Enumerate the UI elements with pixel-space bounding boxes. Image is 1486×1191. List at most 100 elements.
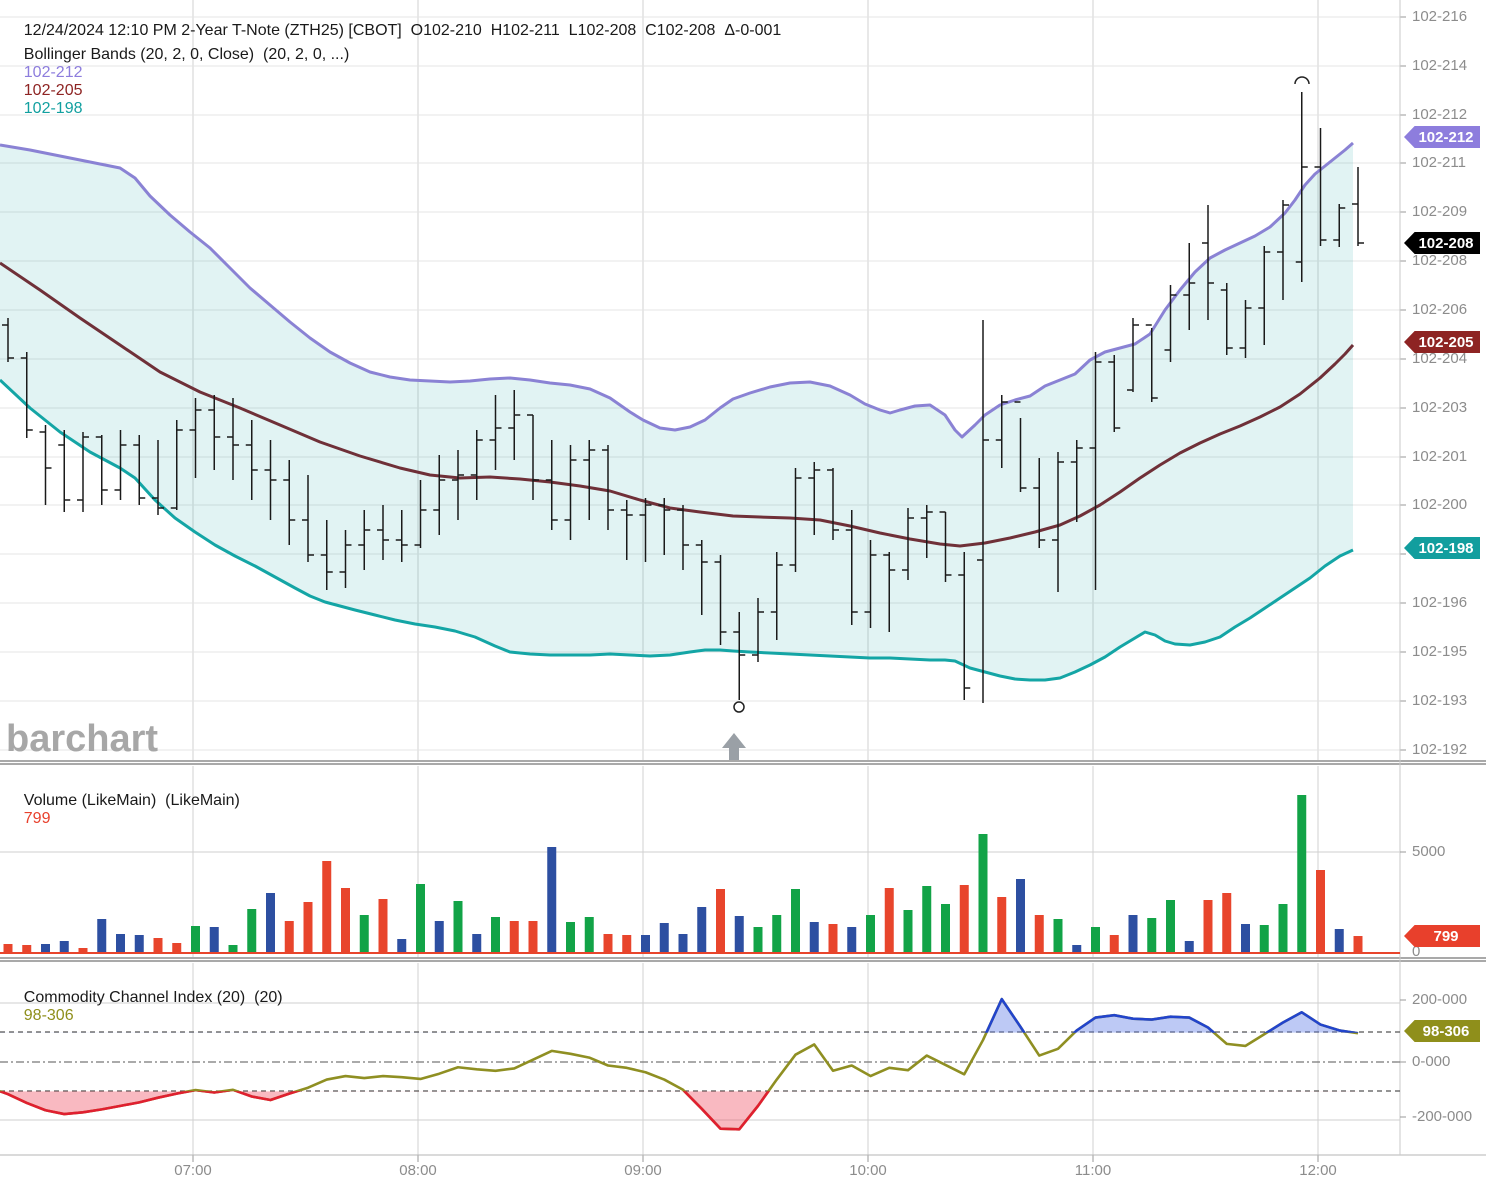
bollinger-header[interactable]: Bollinger Bands (20, 2, 0, Close) (20, 2…	[6, 28, 355, 136]
ohlc-bar	[264, 440, 277, 520]
volume-bar	[378, 899, 388, 952]
bollinger-upper-line	[0, 141, 1354, 439]
cci-header[interactable]: Commodity Channel Index (20) (20) 98-306	[6, 971, 289, 1043]
volume-bar	[753, 927, 763, 952]
ohlc-bar	[1164, 285, 1177, 362]
ohlc-bar	[2, 318, 14, 362]
volume-bar	[1166, 900, 1175, 952]
bollinger-middle-line	[0, 261, 1355, 548]
time-axis-label: 07:00	[174, 1162, 212, 1179]
volume-bar	[397, 939, 407, 952]
time-axis-label: 09:00	[624, 1162, 662, 1179]
volume-bar	[78, 948, 88, 952]
price-axis-label: 102-196	[1412, 594, 1468, 611]
bollinger-upper-value: 102-212	[23, 64, 83, 81]
ohlc-bar	[939, 511, 952, 582]
ohlc-bar	[1183, 243, 1196, 330]
volume-bar	[1053, 919, 1063, 952]
ohlc-bar	[1277, 200, 1289, 300]
volume-bar	[209, 927, 219, 952]
volume-bar	[153, 938, 163, 952]
ohlc-bar	[602, 445, 614, 530]
volume-bar	[922, 886, 932, 952]
volume-bar	[59, 941, 69, 952]
ohlc-bar	[95, 435, 108, 505]
volume-bar	[191, 926, 200, 952]
session-low-circle-marker	[733, 701, 745, 713]
volume-bar	[716, 889, 725, 952]
volume-bar	[1072, 945, 1082, 952]
ohlc-bar	[339, 530, 352, 588]
volume-bar	[809, 922, 819, 952]
volume-bar	[1241, 924, 1250, 952]
bollinger-fill	[0, 143, 1353, 680]
price-axis-label: 102-211	[1412, 154, 1466, 171]
ohlc-bar	[302, 475, 314, 562]
ohlc-bar	[320, 520, 333, 590]
volume-bar	[228, 945, 238, 952]
ohlc-bar	[208, 395, 221, 470]
bollinger-lower-line	[0, 378, 1354, 682]
last-close-badge: 102-208	[1404, 232, 1480, 254]
lower-band-badge: 102-198	[1404, 537, 1480, 559]
up-arrow-marker	[722, 733, 746, 760]
ohlc-bar	[20, 352, 33, 438]
volume-bar	[322, 861, 332, 952]
ohlc-bar	[995, 395, 1008, 468]
ohlc-bar	[414, 480, 427, 548]
ohlc-bar	[283, 460, 296, 545]
volume-bar	[1222, 893, 1232, 952]
price-axis-label: 102-209	[1412, 203, 1468, 220]
ohlc-bar	[752, 598, 764, 662]
upper-band-badge: 102-212	[1404, 126, 1480, 148]
ohlc-bar	[1295, 92, 1308, 282]
ohlc-bar	[658, 498, 671, 555]
volume-bars	[3, 795, 1363, 952]
volume-bar	[1147, 918, 1157, 952]
ohlc-bar	[452, 450, 464, 520]
ohlc-bar	[1314, 128, 1327, 246]
ohlc-bar	[639, 498, 652, 562]
ohlc-bar	[695, 540, 708, 615]
price-axis-label: 102-206	[1412, 301, 1468, 318]
volume-header[interactable]: Volume (LikeMain) (LikeMain) 799	[6, 774, 246, 846]
cci-value: 98-306	[23, 1007, 74, 1024]
cci-line-oversold	[0, 1091, 771, 1131]
volume-bar	[828, 924, 838, 952]
price-axis-label: 102-200	[1412, 496, 1468, 513]
ohlc-bar	[827, 468, 839, 540]
cci-label: Commodity Channel Index (20) (20)	[23, 989, 283, 1006]
volume-bar	[472, 934, 482, 952]
volume-bar	[1297, 795, 1307, 952]
volume-bar	[1203, 900, 1213, 952]
ohlc-bar	[845, 510, 858, 625]
price-axis-label: 102-216	[1412, 8, 1468, 25]
volume-bar	[678, 934, 688, 952]
ohlc-bar	[170, 420, 183, 510]
volume-badge: 799	[1404, 925, 1480, 947]
cci-oversold-fill	[0, 1091, 1358, 1130]
ohlc-bar	[545, 440, 558, 530]
ohlc-bar	[395, 510, 408, 562]
price-axis-label: 102-208	[1412, 252, 1468, 269]
mid-band-badge: 102-205	[1404, 331, 1480, 353]
volume-bar	[509, 921, 519, 952]
ohlc-bar	[433, 455, 446, 535]
volume-label: Volume (LikeMain) (LikeMain)	[23, 792, 240, 809]
volume-bar	[266, 893, 275, 952]
volume-bar	[997, 897, 1007, 952]
ohlc-bar	[808, 462, 821, 535]
time-axis-label: 08:00	[399, 1162, 437, 1179]
volume-bar	[359, 915, 369, 952]
ohlc-bar	[1033, 458, 1046, 548]
ohlc-bar	[902, 508, 914, 580]
ohlc-bar	[677, 505, 689, 570]
time-axis-label: 10:00	[849, 1162, 887, 1179]
ohlc-bar	[1333, 204, 1346, 247]
ohlc-bar	[489, 395, 502, 470]
volume-bar	[116, 934, 125, 952]
session-high-arc-marker	[1294, 76, 1310, 85]
volume-bar	[1184, 941, 1194, 952]
ohlc-bar	[1352, 167, 1364, 246]
